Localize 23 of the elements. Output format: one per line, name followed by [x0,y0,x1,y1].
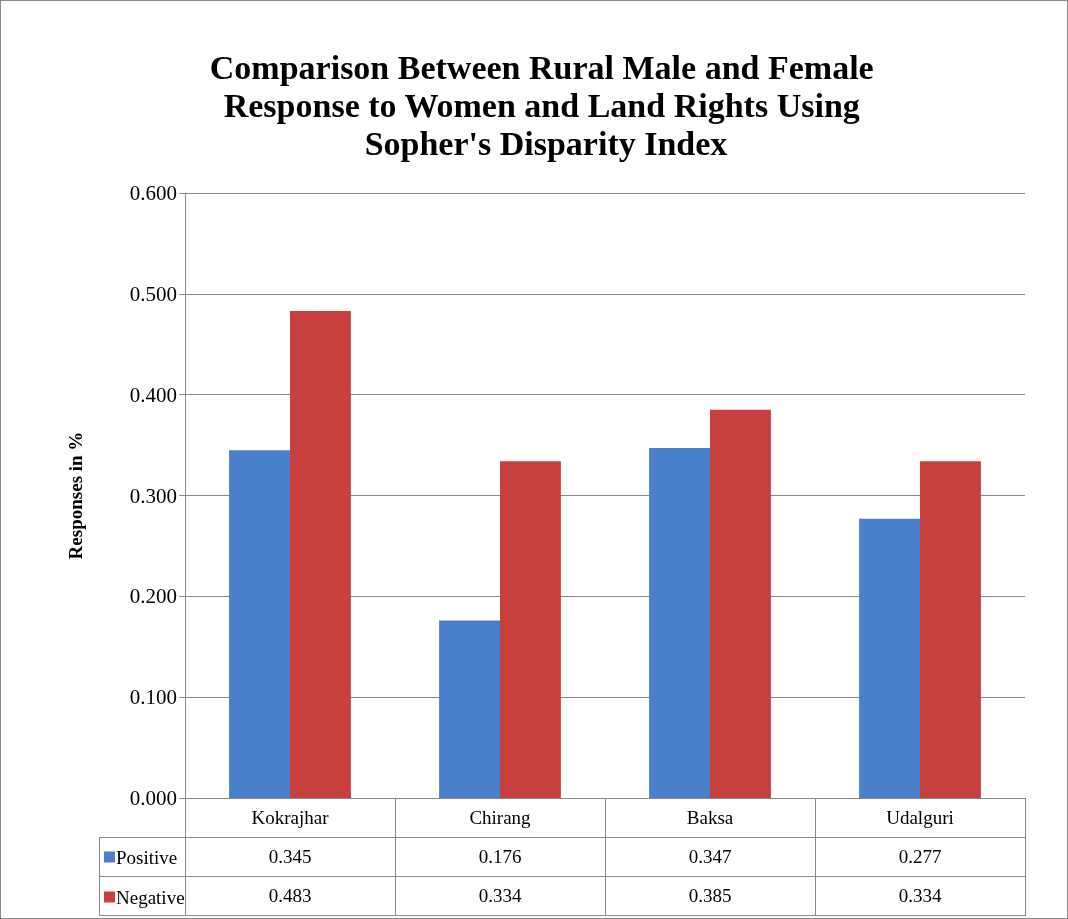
data-label: 0.334 [815,876,1025,916]
data-label: 0.176 [395,837,605,877]
x-tick-label: Baksa [605,798,815,838]
x-tick-label: Udalguri [815,798,1025,838]
y-axis-title: Responses in % [65,431,86,560]
y-tick-label: 0.000 [129,786,177,810]
x-tick-label: Chirang [395,798,605,838]
data-label: 0.277 [815,837,1025,877]
legend-label: Negative [116,886,185,908]
data-label: 0.334 [395,876,605,916]
data-label: 0.347 [605,837,815,877]
data-label: 0.483 [185,876,395,916]
y-tick-label: 0.100 [129,685,177,710]
chart-title: Comparison Between Rural Male and Female Response to Women and Land Rights Using Sopher's Disparity Index [209,48,883,162]
y-tick-label: 0.500 [129,281,177,306]
y-tick-label: 0.600 [129,181,177,205]
y-tick-label: 0.200 [129,584,177,609]
y-tick-label: 0.300 [129,483,177,508]
x-tick-label: Kokrajhar [185,798,395,838]
legend-label: Positive [116,846,178,868]
data-label: 0.385 [605,876,815,916]
data-label: 0.345 [185,837,395,877]
y-tick-label: 0.400 [129,382,177,407]
